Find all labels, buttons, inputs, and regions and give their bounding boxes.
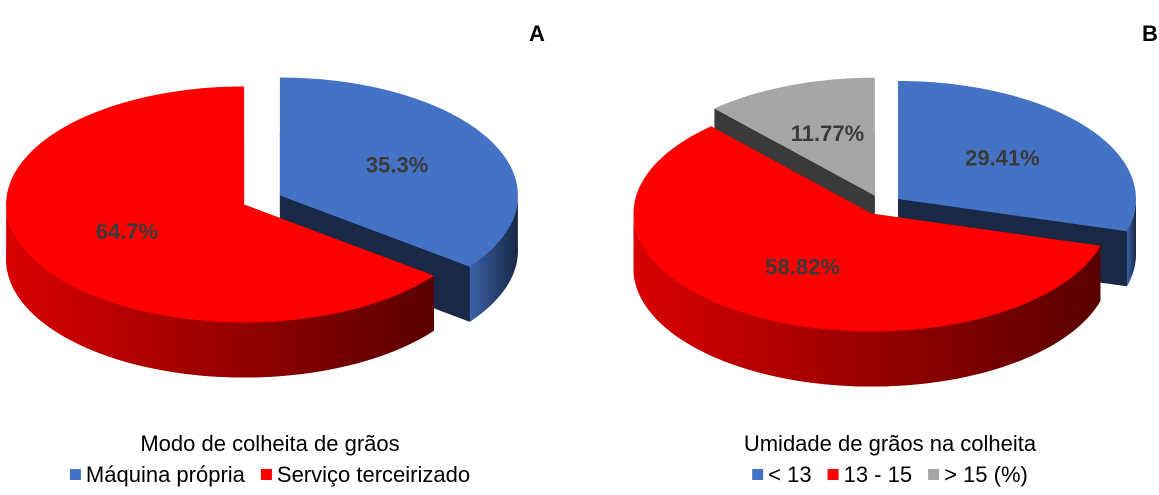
legend: < 13 13 - 15 > 15 (%) — [752, 462, 1028, 487]
slice-top — [279, 77, 518, 267]
legend-swatch — [827, 469, 839, 480]
slice-top — [714, 77, 875, 196]
slice-rim — [1126, 199, 1136, 287]
pie-slice — [633, 126, 1101, 387]
chart-title: B — [1142, 21, 1158, 46]
data-label: 58.82% — [765, 255, 840, 280]
legend-label: Máquina própria — [86, 462, 246, 487]
chart-title: A — [529, 21, 545, 46]
data-label: 64.7% — [96, 219, 158, 244]
legend: Máquina própria Serviço terceirizado — [69, 462, 470, 487]
slice-rim — [6, 204, 434, 378]
legend-title: Modo de colheita de grãos — [140, 431, 399, 456]
legend-swatch — [928, 469, 940, 480]
legend-label: 13 - 15 — [844, 462, 913, 487]
slice-top — [898, 81, 1136, 232]
slice-rim — [469, 195, 518, 322]
data-label: 29.41% — [965, 146, 1040, 171]
slice-top — [633, 126, 1101, 332]
slice-top — [6, 86, 434, 323]
data-label: 35.3% — [366, 152, 428, 177]
legend-label: Serviço terceirizado — [277, 462, 470, 487]
legend-swatch — [752, 469, 764, 480]
slice-rim — [633, 213, 1101, 387]
legend-label: < 13 — [768, 462, 811, 487]
legend-swatch — [69, 469, 81, 480]
legend-label: > 15 (%) — [944, 462, 1028, 487]
legend-swatch — [260, 469, 272, 480]
legend-title: Umidade de grãos na colheita — [744, 431, 1037, 456]
data-label: 11.77% — [791, 121, 864, 146]
pie-slice — [6, 86, 434, 378]
